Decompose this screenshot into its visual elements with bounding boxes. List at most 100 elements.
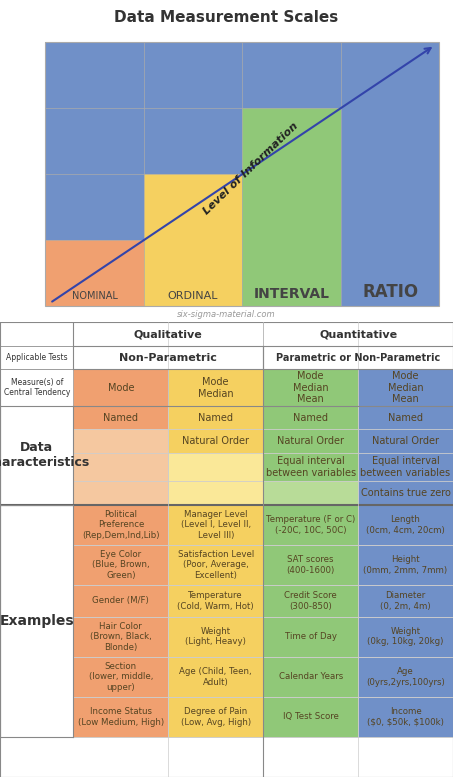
Text: Level of Information: Level of Information bbox=[201, 121, 299, 217]
Bar bbox=[358, 453, 453, 481]
Bar bbox=[169, 406, 263, 430]
Text: Applicable Tests: Applicable Tests bbox=[6, 353, 67, 362]
Bar bbox=[73, 545, 168, 585]
Text: Quantitative: Quantitative bbox=[319, 329, 397, 340]
Bar bbox=[73, 505, 168, 545]
Text: ORDINAL: ORDINAL bbox=[168, 291, 218, 301]
Text: Satisfaction Level
(Poor, Average,
Excellent): Satisfaction Level (Poor, Average, Excel… bbox=[178, 550, 254, 580]
Bar bbox=[0, 430, 73, 453]
Bar bbox=[0, 369, 73, 406]
Text: Named: Named bbox=[103, 413, 138, 423]
Bar bbox=[263, 346, 453, 369]
Bar bbox=[169, 481, 263, 505]
Text: Natural Order: Natural Order bbox=[182, 436, 249, 446]
Text: Hair Color
(Brown, Black,
Blonde): Hair Color (Brown, Black, Blonde) bbox=[90, 622, 152, 652]
Text: Calendar Years: Calendar Years bbox=[279, 672, 343, 681]
Text: Mode
Median
Mean: Mode Median Mean bbox=[293, 371, 328, 404]
Text: Non-Parametric: Non-Parametric bbox=[119, 353, 217, 363]
Bar bbox=[45, 42, 439, 306]
Text: Data Measurement Scales: Data Measurement Scales bbox=[114, 9, 339, 25]
Bar bbox=[169, 430, 263, 453]
Text: Height
(0mm, 2mm, 7mm): Height (0mm, 2mm, 7mm) bbox=[363, 556, 448, 574]
Bar bbox=[73, 406, 168, 430]
Bar bbox=[169, 617, 263, 657]
Bar bbox=[358, 657, 453, 697]
Bar bbox=[0, 406, 73, 430]
Text: Credit Score
(300-850): Credit Score (300-850) bbox=[284, 591, 337, 611]
Bar bbox=[263, 453, 358, 481]
Bar bbox=[0, 545, 73, 585]
Bar bbox=[73, 697, 168, 737]
Text: Equal interval
between variables: Equal interval between variables bbox=[361, 456, 451, 478]
Bar bbox=[263, 406, 358, 430]
Text: Gender (M/F): Gender (M/F) bbox=[92, 596, 149, 605]
Text: Political
Preference
(Rep,Dem,Ind,Lib): Political Preference (Rep,Dem,Ind,Lib) bbox=[82, 510, 159, 540]
Text: Examples: Examples bbox=[0, 614, 74, 628]
Text: INTERVAL: INTERVAL bbox=[254, 287, 330, 301]
Bar bbox=[358, 505, 453, 545]
Text: Degree of Pain
(Low, Avg, High): Degree of Pain (Low, Avg, High) bbox=[181, 707, 251, 726]
Text: six-sigma-material.com: six-sigma-material.com bbox=[177, 310, 276, 319]
Bar bbox=[169, 545, 263, 585]
Text: Section
(lower, middle,
upper): Section (lower, middle, upper) bbox=[89, 662, 153, 692]
Text: Qualitative: Qualitative bbox=[134, 329, 202, 340]
Bar bbox=[341, 42, 439, 306]
Bar bbox=[169, 369, 263, 406]
Text: Eye Color
(Blue, Brown,
Green): Eye Color (Blue, Brown, Green) bbox=[92, 550, 149, 580]
Bar bbox=[73, 322, 263, 346]
Text: Contains true zero: Contains true zero bbox=[361, 488, 450, 498]
Text: Weight
(0kg, 10kg, 20kg): Weight (0kg, 10kg, 20kg) bbox=[367, 627, 444, 646]
Bar bbox=[263, 430, 358, 453]
Bar bbox=[358, 697, 453, 737]
Bar bbox=[0, 697, 73, 737]
Bar bbox=[263, 369, 358, 406]
Bar bbox=[73, 453, 168, 481]
Text: Named: Named bbox=[293, 413, 328, 423]
Bar bbox=[358, 585, 453, 617]
Bar bbox=[73, 481, 168, 505]
Bar bbox=[263, 657, 358, 697]
Text: RATIO: RATIO bbox=[362, 284, 418, 301]
Bar bbox=[73, 346, 263, 369]
Bar bbox=[169, 585, 263, 617]
Text: Age
(0yrs,2yrs,100yrs): Age (0yrs,2yrs,100yrs) bbox=[366, 667, 445, 687]
Bar bbox=[0, 346, 73, 369]
Text: Manager Level
(Level I, Level II,
Level III): Manager Level (Level I, Level II, Level … bbox=[181, 510, 251, 540]
Text: Mode
Median: Mode Median bbox=[198, 377, 234, 399]
Text: Time of Day: Time of Day bbox=[284, 632, 337, 641]
Bar bbox=[358, 369, 453, 406]
Text: Temperature (F or C)
(-20C, 10C, 50C): Temperature (F or C) (-20C, 10C, 50C) bbox=[266, 515, 355, 535]
Text: IQ Test Score: IQ Test Score bbox=[283, 713, 338, 721]
Text: Data
Characteristics: Data Characteristics bbox=[0, 441, 89, 469]
Bar bbox=[73, 585, 168, 617]
Text: Mode: Mode bbox=[108, 383, 134, 392]
Text: Temperature
(Cold, Warm, Hot): Temperature (Cold, Warm, Hot) bbox=[178, 591, 254, 611]
Text: Length
(0cm, 4cm, 20cm): Length (0cm, 4cm, 20cm) bbox=[366, 515, 445, 535]
Text: Income Status
(Low Medium, High): Income Status (Low Medium, High) bbox=[78, 707, 164, 726]
Bar bbox=[358, 545, 453, 585]
Bar bbox=[73, 369, 168, 406]
Text: Parametric or Non-Parametric: Parametric or Non-Parametric bbox=[276, 353, 440, 363]
Bar bbox=[263, 545, 358, 585]
Bar bbox=[144, 174, 242, 306]
Bar bbox=[169, 657, 263, 697]
Bar bbox=[0, 617, 73, 657]
Bar bbox=[263, 697, 358, 737]
Text: Natural Order: Natural Order bbox=[277, 436, 344, 446]
Bar bbox=[0, 322, 73, 346]
Bar bbox=[0, 505, 73, 545]
Text: Diameter
(0, 2m, 4m): Diameter (0, 2m, 4m) bbox=[380, 591, 431, 611]
Bar bbox=[144, 42, 242, 174]
Bar bbox=[263, 481, 358, 505]
Text: Equal interval
between variables: Equal interval between variables bbox=[265, 456, 356, 478]
Bar bbox=[358, 617, 453, 657]
Bar bbox=[73, 430, 168, 453]
Text: Named: Named bbox=[198, 413, 233, 423]
Bar bbox=[263, 505, 358, 545]
Bar bbox=[169, 697, 263, 737]
Bar bbox=[45, 240, 144, 306]
Text: NOMINAL: NOMINAL bbox=[72, 291, 117, 301]
Text: Named: Named bbox=[388, 413, 423, 423]
Bar bbox=[0, 657, 73, 697]
Text: Age (Child, Teen,
Adult): Age (Child, Teen, Adult) bbox=[179, 667, 252, 687]
